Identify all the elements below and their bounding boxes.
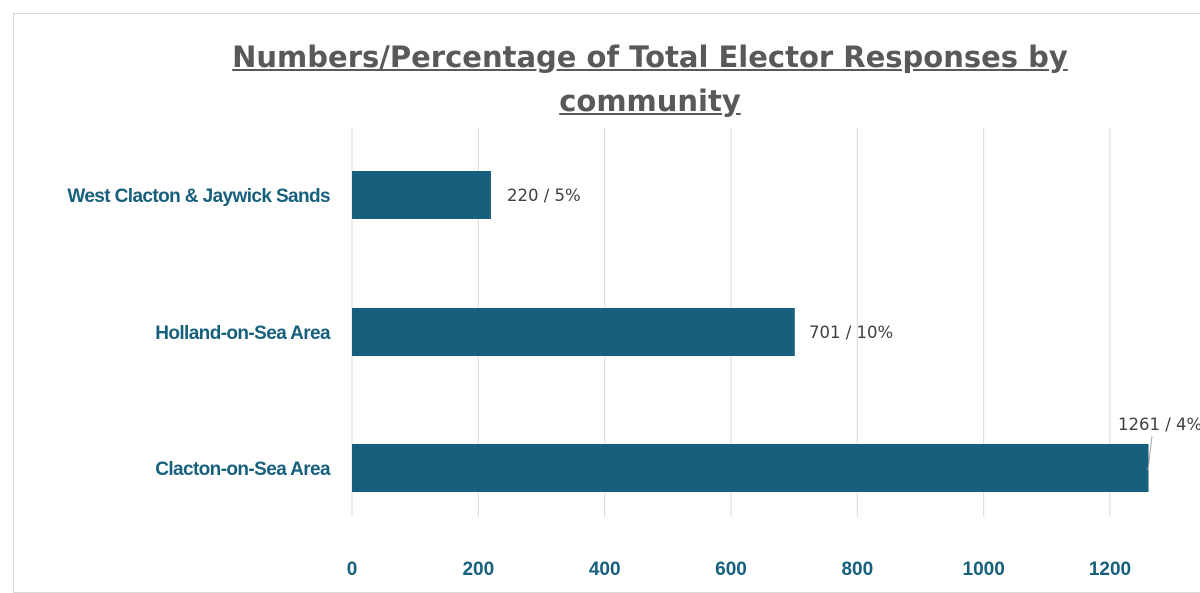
data-label-0: 220 / 5% (507, 186, 581, 205)
category-label-0: West Clacton & Jaywick Sands (67, 186, 330, 207)
bar-0 (352, 171, 491, 219)
x-tick-label-400: 400 (589, 559, 621, 580)
x-tick-label-600: 600 (715, 559, 747, 580)
category-label-1: Holland-on-Sea Area (155, 323, 331, 344)
data-label-1: 701 / 10% (809, 323, 893, 342)
x-tick-label-1000: 1000 (963, 559, 1005, 580)
x-tick-label-0: 0 (347, 559, 358, 580)
data-label-2: 1261 / 4% (1118, 415, 1200, 434)
x-tick-label-200: 200 (462, 559, 494, 580)
chart-title-line-2: community (559, 84, 741, 118)
bar-2 (352, 444, 1149, 492)
bar-1 (352, 308, 795, 356)
x-tick-label-800: 800 (841, 559, 873, 580)
chart-title-line-1: Numbers/Percentage of Total Elector Resp… (232, 40, 1068, 74)
chart-frame (13, 13, 1200, 593)
data-label-leader-line-2 (1147, 435, 1153, 471)
category-label-2: Clacton-on-Sea Area (155, 459, 331, 480)
x-tick-label-1200: 1200 (1089, 559, 1131, 580)
